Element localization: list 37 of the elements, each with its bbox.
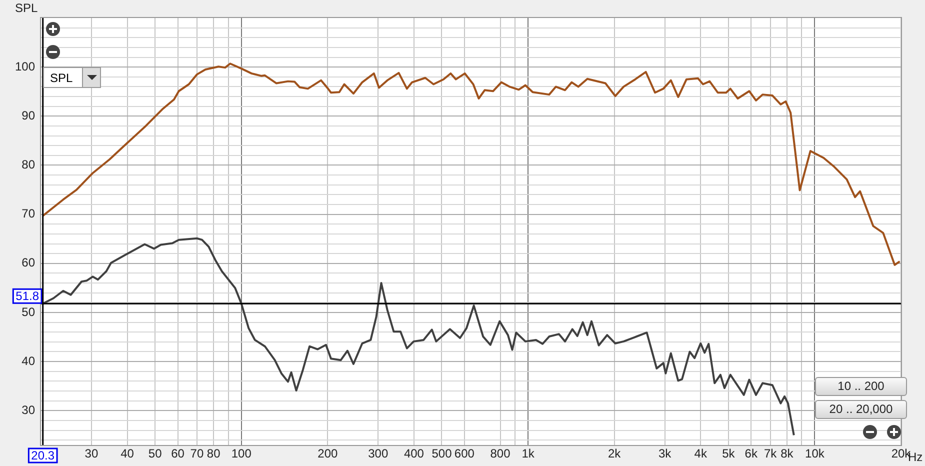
dropdown: SPL (43, 67, 101, 88)
x-tick-label: 300 (368, 446, 388, 461)
ref-line-label: 51.8 (16, 288, 40, 303)
x-tick-label: 600 (454, 446, 475, 461)
x-tick-label: 400 (404, 446, 424, 461)
y-tick-label: 30 (22, 402, 36, 417)
x-tick-label: 5k (722, 446, 736, 461)
x-tick-label: 70 (190, 446, 204, 461)
x-tick-label: 60 (171, 446, 185, 461)
button: 10 .. 200 (815, 377, 907, 396)
ref-line-label: 20.3 (31, 448, 55, 462)
text: SPL (15, 1, 38, 15)
x-tick-label: 80 (206, 446, 221, 461)
x-tick-label: 500 (432, 446, 452, 461)
x-tick-label: 30 (84, 446, 98, 461)
y-tick-label: 100 (14, 59, 36, 74)
x-tick-label: 50 (148, 446, 162, 461)
x-tick-label: 2k (608, 446, 622, 461)
x-tick-label: 8k (780, 446, 794, 461)
x-tick-label: 6k (744, 446, 758, 461)
x-tick-label: 40 (120, 446, 134, 461)
x-tick-label: 4k (694, 446, 708, 461)
x-tick-label: 800 (490, 446, 511, 461)
y-tick-label: 70 (22, 206, 36, 221)
x-tick-label: 1k (522, 446, 536, 461)
x-tick-label: 10k (805, 446, 826, 461)
y-tick-label: 40 (22, 354, 36, 368)
x-tick-label: 100 (231, 446, 252, 461)
y-axis-title: SPL (50, 71, 73, 85)
y-tick-label: 80 (22, 158, 36, 172)
x-tick-label: 7k (764, 446, 778, 461)
y-tick-label: 60 (22, 256, 36, 270)
y-tick-label: 50 (22, 304, 36, 319)
x-tick-label: 3k (658, 446, 672, 461)
x-tick-label: 200 (318, 446, 338, 461)
button: 20 .. 20,000 (815, 400, 907, 419)
y-tick-label: 90 (22, 108, 36, 122)
